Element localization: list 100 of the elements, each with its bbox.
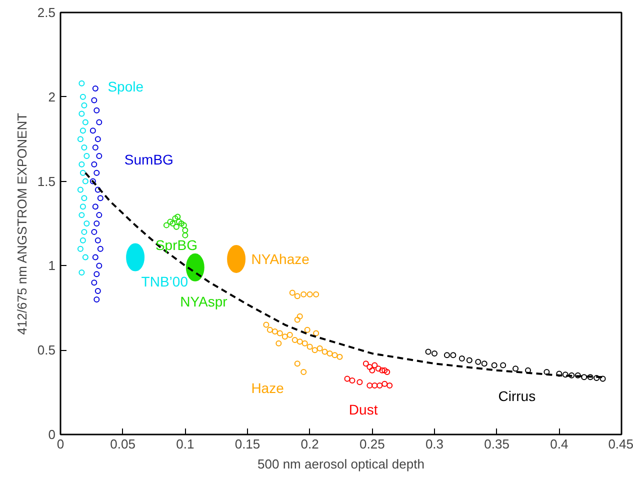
point — [313, 291, 320, 298]
point — [366, 382, 373, 389]
point — [263, 322, 270, 328]
point — [94, 107, 100, 114]
point — [94, 170, 100, 176]
point — [96, 262, 102, 269]
point — [302, 340, 308, 346]
point — [94, 288, 101, 294]
series-label: Dust — [348, 402, 378, 418]
point — [344, 376, 350, 382]
point — [90, 128, 96, 134]
point — [382, 380, 388, 387]
point — [289, 290, 296, 296]
point — [94, 136, 101, 142]
point — [94, 296, 100, 302]
point — [182, 232, 188, 238]
series-label: SprBG — [155, 237, 198, 254]
x-tick-label: 0.25 — [360, 436, 385, 452]
point — [296, 313, 303, 320]
point — [475, 358, 482, 365]
point — [96, 152, 102, 159]
point — [432, 350, 438, 356]
point — [304, 326, 310, 333]
point — [172, 215, 178, 222]
point — [84, 220, 90, 226]
point — [282, 334, 288, 340]
point — [94, 186, 101, 193]
point — [182, 227, 188, 234]
series-label: Spole — [108, 78, 144, 94]
x-tick-label: 0.2 — [300, 436, 319, 452]
x-tick-label: 0.05 — [110, 436, 136, 452]
point — [91, 280, 98, 286]
point — [425, 348, 432, 355]
point — [382, 367, 388, 374]
point — [97, 195, 104, 202]
point — [180, 222, 187, 228]
point — [276, 330, 283, 336]
x-tick-label: 0.4 — [550, 436, 568, 452]
point — [512, 366, 519, 372]
point — [81, 144, 88, 151]
point — [81, 228, 88, 235]
point — [375, 366, 382, 372]
point — [587, 374, 594, 380]
point — [84, 152, 90, 159]
point — [366, 364, 373, 370]
point — [92, 204, 98, 210]
point — [444, 352, 450, 358]
y-tick-label: 0.5 — [37, 342, 56, 358]
point — [322, 348, 328, 355]
point — [306, 291, 313, 298]
point — [491, 362, 498, 368]
point — [313, 330, 320, 336]
point — [82, 119, 88, 126]
point — [294, 360, 300, 367]
line-series — [84, 172, 604, 378]
point — [294, 316, 300, 323]
series-label: NYAhaze — [251, 250, 310, 267]
point — [94, 271, 100, 278]
point — [300, 369, 307, 376]
x-tick-label: 0.1 — [176, 436, 194, 452]
point — [376, 382, 383, 389]
point — [272, 328, 278, 335]
point — [379, 367, 386, 374]
point — [80, 237, 86, 244]
point — [292, 336, 298, 343]
y-tick-label: 0 — [48, 427, 56, 442]
point — [81, 102, 88, 108]
point — [77, 136, 84, 142]
point — [80, 128, 86, 134]
point — [296, 338, 303, 345]
point — [372, 362, 378, 368]
point — [306, 344, 313, 350]
point — [544, 369, 550, 376]
x-axis-title: 500 nm aerosol optical depth — [258, 456, 424, 472]
point — [94, 220, 100, 226]
point — [91, 228, 98, 235]
point — [80, 170, 86, 176]
point — [581, 374, 588, 380]
x-tick-label: 0.15 — [234, 436, 260, 452]
y-tick-label: 2.5 — [37, 5, 56, 20]
point — [574, 372, 581, 378]
point — [97, 246, 104, 252]
point — [294, 293, 300, 300]
point — [556, 370, 562, 377]
point — [91, 161, 98, 168]
point — [170, 220, 176, 226]
point — [525, 367, 531, 374]
point — [96, 119, 102, 126]
point — [458, 356, 465, 362]
point — [80, 204, 86, 210]
point — [94, 237, 101, 244]
series-label: Haze — [251, 380, 284, 396]
point — [78, 161, 85, 168]
series-label: SumBG — [124, 151, 174, 168]
y-tick-label: 2 — [48, 89, 56, 104]
point — [78, 110, 85, 117]
point — [173, 224, 180, 230]
point — [386, 382, 393, 389]
point — [81, 195, 88, 202]
x-tick-label: 0.45 — [608, 436, 633, 452]
